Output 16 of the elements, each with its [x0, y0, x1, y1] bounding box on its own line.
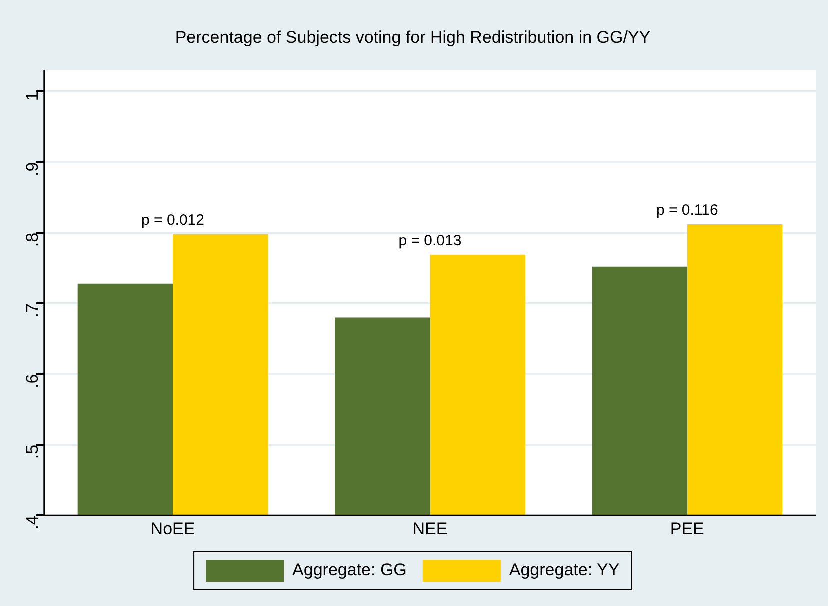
- y-tick-label: .8: [23, 232, 42, 248]
- annotation: p = 0.013: [398, 232, 462, 250]
- annotation: p = 0.116: [656, 202, 718, 220]
- y-tick-label: .6: [23, 374, 42, 388]
- y-tick-label: .5: [23, 444, 42, 460]
- legend-label: Aggregate: GG: [292, 560, 407, 580]
- y-tick-label: .4: [23, 516, 42, 530]
- x-tick-label: NEE: [412, 519, 448, 538]
- annotation: p = 0.012: [142, 212, 204, 229]
- y-tick-label: .9: [23, 162, 42, 176]
- x-tick-label: NoEE: [150, 519, 196, 538]
- legend-label: Aggregate: YY: [509, 560, 620, 580]
- y-tick-label: 1: [23, 92, 42, 102]
- y-tick-label: .7: [23, 304, 42, 318]
- chart-title: Percentage of Subjects voting for High Redistribution in GG/YY: [175, 28, 651, 47]
- x-tick-label: PEE: [670, 519, 704, 538]
